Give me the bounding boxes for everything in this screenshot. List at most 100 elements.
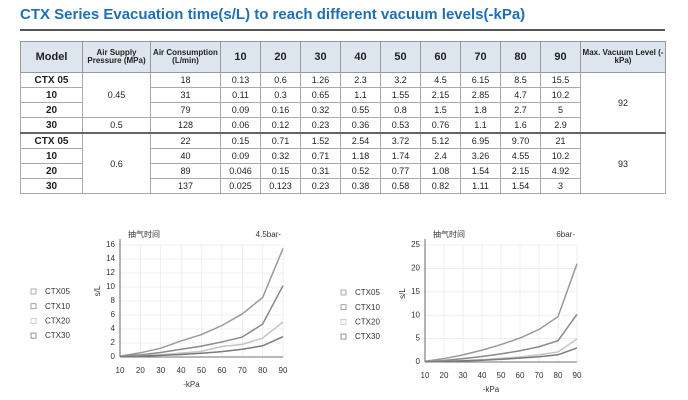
- x-tick-label: 80: [554, 371, 563, 380]
- y-tick-label: 4: [111, 324, 116, 333]
- y-tick-label: 0: [111, 352, 116, 361]
- series-line: [119, 285, 284, 357]
- y-tick-label: 15: [411, 287, 420, 296]
- y-tick-label: 0: [416, 357, 421, 366]
- x-tick-label: 70: [238, 366, 247, 375]
- table-row: 10 31 0.11 0.3 0.65 1.1 1.55 2.15 2.85 4.7 10.2: [20, 87, 666, 103]
- x-tick-label: 40: [177, 366, 186, 375]
- page-title: CTX Series Evacuation time(s/L) to reach…: [20, 6, 526, 23]
- header-cell: Max. Vacuum Level (-kPa): [580, 41, 666, 73]
- table-cell: 3: [540, 178, 581, 194]
- table-cell: 0.82: [420, 178, 461, 194]
- y-tick-label: 10: [411, 310, 420, 319]
- x-tick-label: 50: [497, 371, 506, 380]
- y-tick-label: 5: [416, 334, 421, 343]
- y-tick-label: 10: [106, 282, 115, 291]
- legend-label: CTX20: [355, 318, 380, 327]
- x-axis-label: -kPa: [483, 385, 500, 394]
- x-tick-label: 60: [516, 371, 525, 380]
- y-tick-label: 8: [111, 296, 116, 305]
- x-tick-label: 30: [459, 371, 468, 380]
- y-axis-label: s/L: [93, 285, 102, 296]
- legend-label: CTX05: [355, 288, 380, 297]
- x-tick-label: 70: [535, 371, 544, 380]
- table-cell: 0.6: [82, 132, 151, 194]
- table-cell: 0.45: [82, 72, 151, 118]
- table-row: CTX 05 0.6 22 0.15 0.71 1.52 2.54 3.72 5.12 6.95 9…: [20, 132, 666, 194]
- table-row: 30 137 0.025 0.123 0.23 0.38 0.58 0.82 1.11 1.54 3: [20, 178, 666, 194]
- data-table: Model Air Supply Pressure (MPa) Air Consum…: [20, 41, 666, 194]
- table-body: CTX 05 0.45 18 0.13 0.6 1.26 2.3 3.2 4.5 6.15 8.5 1…: [20, 72, 666, 194]
- legend-swatch: [340, 333, 347, 340]
- header-cell: 10: [220, 41, 261, 73]
- y-axis-label: s/L: [398, 288, 407, 299]
- header-cell: Model: [20, 41, 83, 73]
- legend-swatch: [340, 289, 347, 296]
- x-tick-label: 30: [156, 366, 165, 375]
- table-cell: 79: [150, 102, 221, 118]
- series-line: [424, 313, 578, 363]
- y-tick-label: 12: [106, 268, 115, 277]
- table-cell: 20: [20, 102, 83, 118]
- x-tick-label: 90: [279, 366, 288, 375]
- table-cell: 5: [540, 102, 581, 118]
- table-cell: 1.8: [460, 102, 501, 118]
- x-tick-label: 50: [197, 366, 206, 375]
- y-tick-label: 20: [411, 264, 420, 273]
- series-line: [119, 248, 284, 357]
- table-cell: 0.025: [220, 178, 261, 194]
- table-row: 30 0.5 128 0.06 0.12 0.23 0.36 0.53 0.76 1.1 1.6 2.…: [20, 117, 666, 134]
- legend-swatch: [30, 288, 37, 295]
- x-tick-label: 60: [217, 366, 226, 375]
- x-tick-label: 40: [478, 371, 487, 380]
- series-line: [119, 336, 284, 358]
- x-axis-label: -kPa: [183, 380, 200, 389]
- table-cell: 92: [580, 72, 666, 134]
- table-cell: 0.58: [380, 178, 421, 194]
- table-cell: 0.123: [260, 178, 301, 194]
- x-tick-label: 20: [136, 366, 145, 375]
- header-row: Model Air Supply Pressure (MPa) Air Consum…: [20, 41, 666, 73]
- y-tick-label: 25: [411, 240, 420, 249]
- chart-subtitle: 6bar-: [556, 230, 575, 239]
- table-row: 10 40 0.09 0.32 0.71 1.18 1.74 2.4 3.26 4.55 10.2: [20, 148, 666, 164]
- legend-label: CTX10: [355, 303, 380, 312]
- legend-swatch: [30, 317, 37, 324]
- header-cell: 80: [500, 41, 541, 73]
- series-line: [424, 263, 578, 363]
- legend-label: CTX05: [45, 287, 70, 296]
- header-cell: 20: [260, 41, 301, 73]
- y-tick-label: 14: [106, 254, 115, 263]
- legend-label: CTX30: [355, 332, 380, 341]
- legend-label: CTX30: [45, 331, 70, 340]
- series-line: [424, 347, 578, 363]
- table-cell: 93: [580, 132, 666, 194]
- x-tick-label: 10: [116, 366, 125, 375]
- chart-subtitle: 4.5bar-: [256, 230, 282, 239]
- chart-title: 抽气时间: [128, 229, 160, 239]
- legend-swatch: [30, 303, 37, 310]
- table-row: CTX 05 0.45 18 0.13 0.6 1.26 2.3 3.2 4.5 6.15 8.5 1…: [20, 72, 666, 134]
- table-cell: 0.23: [300, 178, 341, 194]
- table-row: 20 79 0.09 0.16 0.32 0.55 0.8 1.5 1.8 2.7 5: [20, 102, 666, 118]
- title-rule: [20, 29, 665, 31]
- table-cell: 10.2: [540, 87, 581, 103]
- y-tick-label: 6: [111, 310, 116, 319]
- legend-swatch: [340, 304, 347, 311]
- legend-label: CTX10: [45, 302, 70, 311]
- x-tick-label: 80: [258, 366, 267, 375]
- header-cell: 60: [420, 41, 461, 73]
- y-tick-label: 2: [111, 338, 116, 347]
- x-tick-label: 10: [421, 371, 430, 380]
- table-cell: 30: [20, 178, 83, 194]
- legend-label: CTX20: [45, 317, 70, 326]
- header-cell: 90: [540, 41, 581, 73]
- x-tick-label: 20: [440, 371, 449, 380]
- chart-title: 抽气时间: [433, 229, 465, 239]
- header-cell: 70: [460, 41, 501, 73]
- legend-swatch: [30, 332, 37, 339]
- x-tick-label: 90: [573, 371, 582, 380]
- legend-swatch: [340, 318, 347, 325]
